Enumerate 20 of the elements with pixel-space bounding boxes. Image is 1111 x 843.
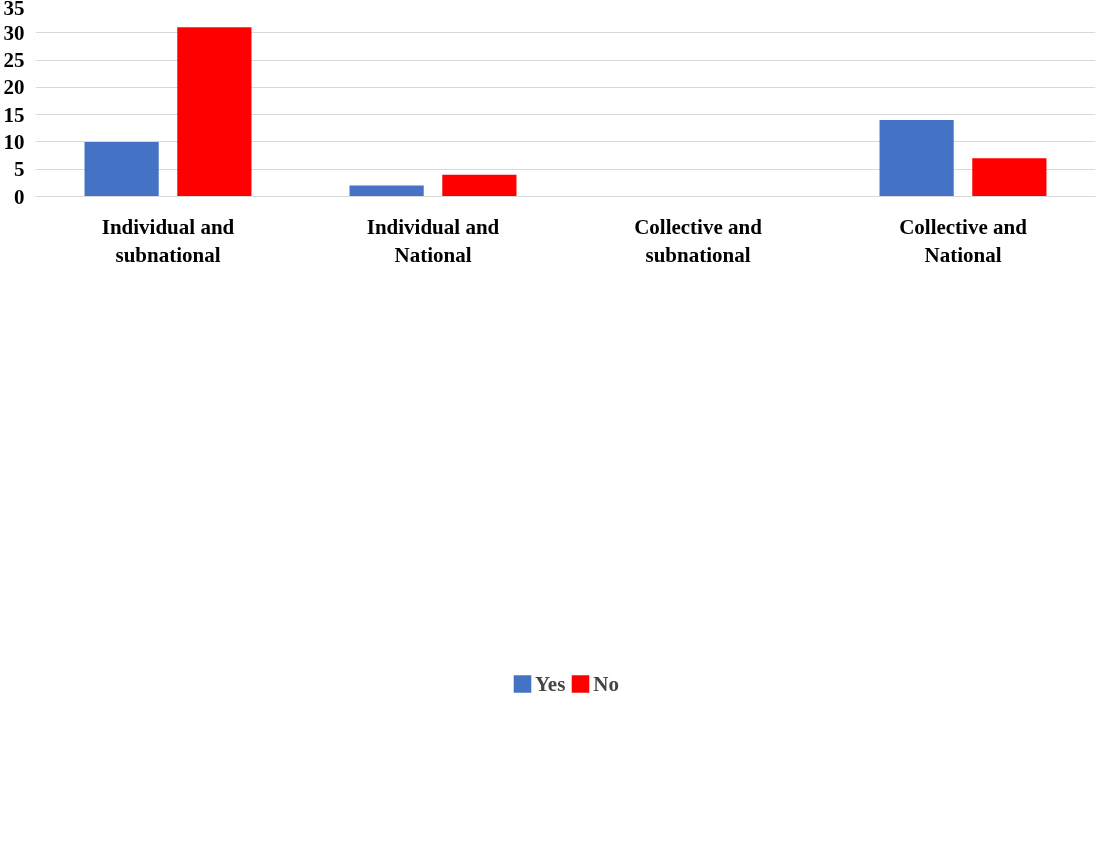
bar (177, 27, 252, 197)
x-tick-label: Collective and subnational (634, 214, 763, 268)
bar (84, 141, 159, 197)
legend-label: Yes (534, 671, 566, 697)
bar (349, 185, 424, 197)
bar (442, 174, 517, 197)
y-tick-label: 5 (14, 157, 25, 182)
x-tick-label: Individual and National (366, 214, 500, 268)
y-tick-label: 30 (3, 20, 25, 45)
bar (879, 120, 954, 197)
bar (972, 158, 1047, 197)
y-tick-label: 25 (3, 48, 25, 73)
y-tick-label: 10 (3, 129, 25, 154)
y-tick-label: 35 (3, 0, 25, 20)
y-tick-label: 20 (3, 75, 25, 100)
legend-label: No (593, 671, 620, 697)
y-tick-label: 0 (14, 184, 25, 209)
x-tick-label: Collective and National (899, 214, 1028, 268)
x-tick-label: Individual and subnational (101, 214, 235, 268)
y-tick-label: 15 (3, 102, 25, 127)
